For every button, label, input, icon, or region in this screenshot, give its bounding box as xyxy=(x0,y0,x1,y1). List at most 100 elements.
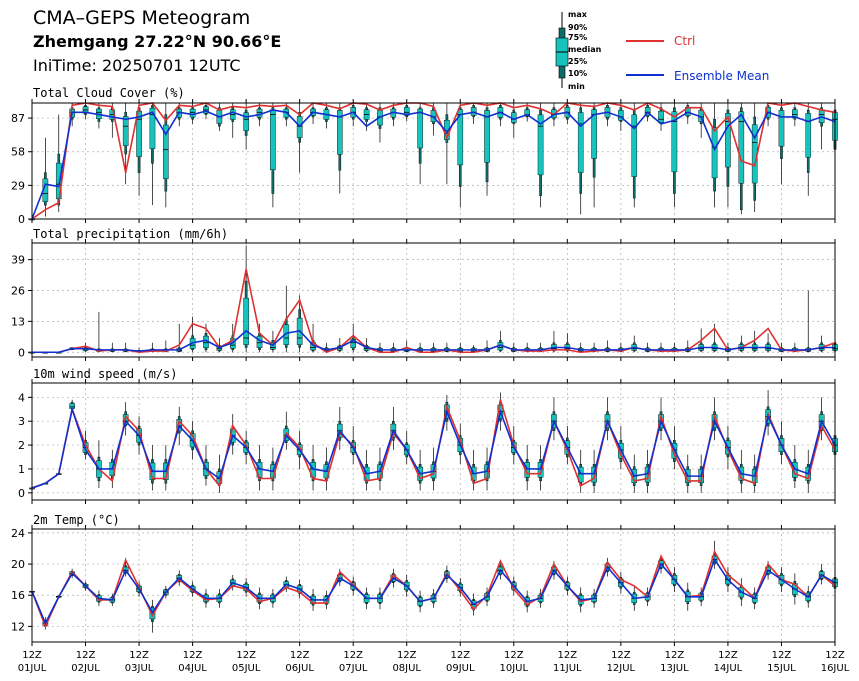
panel-1: Total Cloud Cover (%) 0 29 58 87 xyxy=(11,86,838,226)
box-inner xyxy=(631,114,638,177)
box-inner xyxy=(591,109,597,159)
ctrl-line xyxy=(31,399,836,489)
x-date-label: 05JUL xyxy=(232,663,261,674)
y-tick-label: 24 xyxy=(11,527,25,540)
x-hour-label: 12Z xyxy=(718,650,738,661)
x-date-label: 09JUL xyxy=(446,663,475,674)
box-inner xyxy=(417,108,423,149)
box-inner xyxy=(725,113,731,168)
box-inner xyxy=(350,339,357,348)
x-hour-label: 12Z xyxy=(450,650,470,661)
box-inner xyxy=(163,124,169,179)
panel-frame xyxy=(31,242,836,358)
ensemble-mean-line xyxy=(31,406,836,489)
panel-frame xyxy=(31,102,836,220)
box-inner xyxy=(524,109,530,117)
box-inner xyxy=(270,109,276,171)
legend-box-label: 75% xyxy=(568,33,587,42)
y-tick-label: 39 xyxy=(11,254,25,267)
ctrl-line xyxy=(31,102,836,220)
panel-title: Total precipitation (mm/6h) xyxy=(33,227,228,241)
init-time-label: IniTime: 20250701 12UTC xyxy=(33,56,241,75)
x-date-label: 16JUL xyxy=(821,663,850,674)
y-tick-label: 1 xyxy=(18,463,25,476)
legend: max 90%75% median 25% 10% min Ctrl Ensemble Mea… xyxy=(555,10,769,91)
box-inner xyxy=(577,112,584,173)
legend-box-label: 90% xyxy=(568,23,587,32)
y-tick-label: 4 xyxy=(18,391,25,404)
box-inner xyxy=(711,127,718,179)
legend-box-label: 10% xyxy=(568,69,587,78)
ensemble-mean-line xyxy=(31,557,836,626)
x-hour-label: 12Z xyxy=(343,650,363,661)
ensemble-mean-line xyxy=(32,329,835,354)
y-tick-label: 0 xyxy=(18,487,25,500)
x-hour-label: 12Z xyxy=(611,650,631,661)
y-tick-label: 29 xyxy=(11,179,25,192)
box-inner xyxy=(256,335,263,348)
box-inner xyxy=(658,110,664,123)
x-hour-label: 12Z xyxy=(825,650,845,661)
box-inner xyxy=(149,107,156,149)
x-hour-label: 12Z xyxy=(129,650,149,661)
y-tick-label: 0 xyxy=(18,346,25,359)
chart-title: CMA–GEPS Meteogram xyxy=(33,7,251,29)
y-tick-label: 0 xyxy=(18,213,25,226)
x-date-label: 03JUL xyxy=(125,663,154,674)
x-axis-labels: 12Z 01JUL 12Z 02JUL 12Z 03JUL 12Z 04JUL 12Z 05JUL… xyxy=(18,650,850,674)
box-inner xyxy=(577,466,584,483)
panel-2: Total precipitation (mm/6h) 0 13 26 39 xyxy=(11,227,838,361)
box-inner xyxy=(136,110,142,157)
x-date-label: 04JUL xyxy=(178,663,207,674)
y-tick-label: 16 xyxy=(11,589,25,602)
x-hour-label: 12Z xyxy=(236,650,256,661)
x-hour-label: 12Z xyxy=(290,650,310,661)
box-inner xyxy=(122,116,129,146)
box-inner xyxy=(537,462,544,478)
legend-box-label: max xyxy=(568,10,588,19)
x-date-label: 14JUL xyxy=(714,663,743,674)
x-date-label: 12JUL xyxy=(607,663,636,674)
y-tick-label: 13 xyxy=(11,315,25,328)
x-date-label: 15JUL xyxy=(767,663,796,674)
box-inner xyxy=(484,110,490,163)
ensemble-mean-line xyxy=(31,109,836,220)
x-date-label: 13JUL xyxy=(660,663,689,674)
y-tick-label: 3 xyxy=(18,415,25,428)
x-date-label: 07JUL xyxy=(339,663,368,674)
y-tick-label: 58 xyxy=(11,146,25,159)
panel-title: Total Cloud Cover (%) xyxy=(33,86,185,100)
x-hour-label: 12Z xyxy=(558,650,578,661)
x-hour-label: 12Z xyxy=(76,650,96,661)
y-tick-label: 2 xyxy=(18,439,25,452)
box-inner xyxy=(470,107,477,116)
x-hour-label: 12Z xyxy=(397,650,417,661)
box-inner xyxy=(256,108,263,118)
panel-title: 10m wind speed (m/s) xyxy=(33,367,178,381)
box-inner xyxy=(778,110,785,147)
x-date-label: 11JUL xyxy=(553,663,582,674)
legend-box-label: 25% xyxy=(568,57,587,66)
x-date-label: 08JUL xyxy=(392,663,421,674)
x-hour-label: 12Z xyxy=(772,650,792,661)
box-inner xyxy=(243,112,249,131)
x-hour-label: 12Z xyxy=(183,650,203,661)
box-inner xyxy=(671,111,678,173)
y-tick-label: 26 xyxy=(11,285,25,298)
box-inner xyxy=(792,109,798,119)
x-date-label: 01JUL xyxy=(18,663,47,674)
y-tick-label: 12 xyxy=(11,620,25,633)
box-inner xyxy=(189,108,196,118)
legend-box-label: median xyxy=(568,45,602,54)
box-inner xyxy=(403,107,410,116)
panel-3: 10m wind speed (m/s) 0 1 2 3 4 xyxy=(18,367,838,504)
box-inner xyxy=(457,109,464,166)
legend-ctrl-label: Ctrl xyxy=(674,34,695,48)
legend-mean-label: Ensemble Mean xyxy=(674,69,769,83)
x-hour-label: 12Z xyxy=(665,650,685,661)
box-inner xyxy=(805,113,812,158)
x-date-label: 10JUL xyxy=(500,663,529,674)
box-inner xyxy=(738,111,745,184)
panel-frame xyxy=(31,382,836,501)
